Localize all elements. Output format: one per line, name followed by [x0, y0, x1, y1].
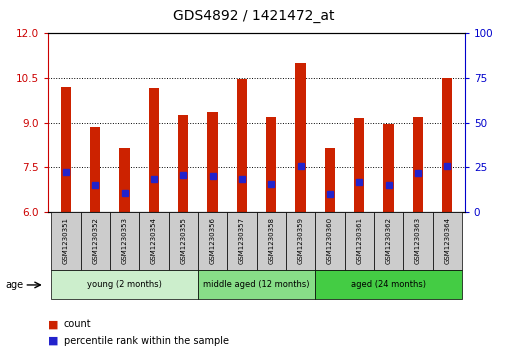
- Bar: [286, 212, 315, 270]
- Text: GDS4892 / 1421472_at: GDS4892 / 1421472_at: [173, 9, 335, 23]
- Text: percentile rank within the sample: percentile rank within the sample: [64, 336, 229, 346]
- Bar: [412, 117, 423, 212]
- Bar: [432, 212, 462, 270]
- Text: middle aged (12 months): middle aged (12 months): [203, 281, 310, 289]
- Text: age: age: [5, 280, 23, 290]
- Bar: [169, 212, 198, 270]
- Bar: [198, 270, 315, 299]
- Bar: [237, 79, 247, 212]
- Bar: [207, 112, 217, 212]
- Bar: [90, 127, 101, 212]
- Bar: [178, 115, 188, 212]
- Text: GSM1230363: GSM1230363: [415, 217, 421, 264]
- Text: GSM1230353: GSM1230353: [121, 217, 128, 264]
- Bar: [266, 117, 276, 212]
- Text: count: count: [64, 319, 91, 330]
- Bar: [257, 212, 286, 270]
- Bar: [325, 148, 335, 212]
- Text: GSM1230364: GSM1230364: [444, 217, 450, 264]
- Bar: [139, 212, 169, 270]
- Text: GSM1230352: GSM1230352: [92, 217, 98, 264]
- Bar: [81, 212, 110, 270]
- Text: GSM1230358: GSM1230358: [268, 217, 274, 264]
- Text: GSM1230355: GSM1230355: [180, 217, 186, 264]
- Bar: [384, 124, 394, 212]
- Text: GSM1230354: GSM1230354: [151, 217, 157, 264]
- Bar: [149, 88, 159, 212]
- Bar: [61, 87, 71, 212]
- Text: aged (24 months): aged (24 months): [351, 281, 426, 289]
- Bar: [296, 63, 306, 212]
- Text: GSM1230362: GSM1230362: [386, 217, 392, 264]
- Text: GSM1230361: GSM1230361: [356, 217, 362, 264]
- Bar: [442, 78, 452, 212]
- Text: young (2 months): young (2 months): [87, 281, 162, 289]
- Bar: [119, 148, 130, 212]
- Bar: [315, 270, 462, 299]
- Bar: [51, 270, 198, 299]
- Text: GSM1230359: GSM1230359: [298, 217, 304, 264]
- Bar: [374, 212, 403, 270]
- Bar: [198, 212, 227, 270]
- Text: GSM1230360: GSM1230360: [327, 217, 333, 264]
- Bar: [110, 212, 139, 270]
- Bar: [354, 118, 364, 212]
- Text: ■: ■: [48, 319, 59, 330]
- Text: GSM1230356: GSM1230356: [209, 217, 215, 264]
- Bar: [344, 212, 374, 270]
- Text: GSM1230351: GSM1230351: [63, 217, 69, 264]
- Bar: [51, 212, 81, 270]
- Text: GSM1230357: GSM1230357: [239, 217, 245, 264]
- Bar: [403, 212, 432, 270]
- Bar: [315, 212, 344, 270]
- Bar: [227, 212, 257, 270]
- Text: ■: ■: [48, 336, 59, 346]
